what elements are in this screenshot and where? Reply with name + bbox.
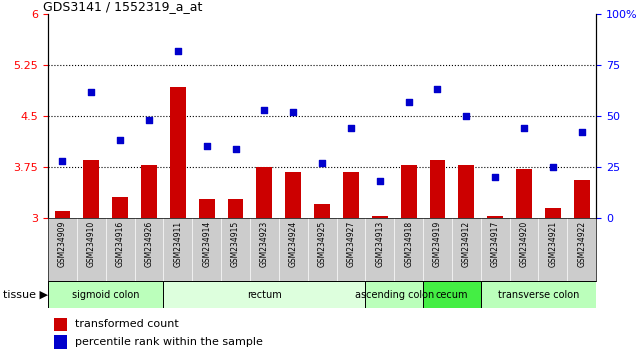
Point [201,144,212,149]
Text: GSM234924: GSM234924 [288,221,298,267]
Bar [429,160,445,218]
Point [519,125,529,131]
Text: GSM234917: GSM234917 [490,221,500,267]
Bar [401,165,417,218]
Bar [458,165,474,218]
Text: GSM234918: GSM234918 [404,221,413,267]
Text: GSM234912: GSM234912 [462,221,471,267]
Text: ascending colon: ascending colon [354,290,434,300]
Point [547,164,558,170]
Point [317,160,327,166]
Point [144,117,154,123]
Text: GSM234910: GSM234910 [87,221,96,267]
Text: GSM234911: GSM234911 [173,221,183,267]
Point [288,109,298,115]
Point [259,107,269,113]
Text: GSM234915: GSM234915 [231,221,240,267]
Text: GSM234922: GSM234922 [577,221,587,267]
Bar [54,335,67,349]
Point [461,113,471,119]
Text: GSM234913: GSM234913 [375,221,385,267]
Bar [487,216,503,218]
Text: percentile rank within the sample: percentile rank within the sample [76,337,263,347]
Point [374,178,385,184]
Text: GSM234920: GSM234920 [519,221,529,267]
Bar [228,199,244,218]
Text: cecum: cecum [436,290,468,300]
Bar [516,169,532,218]
Point [490,174,500,180]
Point [115,137,125,143]
Bar [170,87,186,218]
Bar [199,199,215,218]
Point [58,158,67,164]
Point [86,89,96,95]
Text: GSM234925: GSM234925 [317,221,327,267]
Point [230,146,240,152]
Bar [83,160,99,218]
Bar [423,281,481,308]
Bar [545,207,561,218]
Text: tissue ▶: tissue ▶ [3,290,48,300]
Text: GSM234921: GSM234921 [548,221,558,267]
Bar [256,167,272,218]
Point [172,48,183,54]
Text: GSM234923: GSM234923 [260,221,269,267]
Text: rectum: rectum [247,290,282,300]
Text: sigmoid colon: sigmoid colon [72,290,140,300]
Text: GSM234926: GSM234926 [144,221,154,267]
Bar [163,281,365,308]
Point [576,130,587,135]
Text: GSM234927: GSM234927 [346,221,356,267]
Bar [141,165,157,218]
Bar [48,281,163,308]
Text: GSM234919: GSM234919 [433,221,442,267]
Bar [54,318,67,331]
Text: GSM234914: GSM234914 [202,221,212,267]
Text: transverse colon: transverse colon [498,290,579,300]
Text: GSM234909: GSM234909 [58,221,67,267]
Bar [112,198,128,218]
Bar [343,172,359,218]
Bar [481,281,596,308]
Point [432,87,442,92]
Bar [574,181,590,218]
Bar [365,281,423,308]
Text: GSM234916: GSM234916 [115,221,125,267]
Text: transformed count: transformed count [76,319,179,329]
Bar [372,216,388,218]
Text: GDS3141 / 1552319_a_at: GDS3141 / 1552319_a_at [42,0,202,13]
Bar [285,172,301,218]
Bar [314,204,330,218]
Point [345,125,356,131]
Bar [54,211,71,218]
Point [404,99,414,104]
